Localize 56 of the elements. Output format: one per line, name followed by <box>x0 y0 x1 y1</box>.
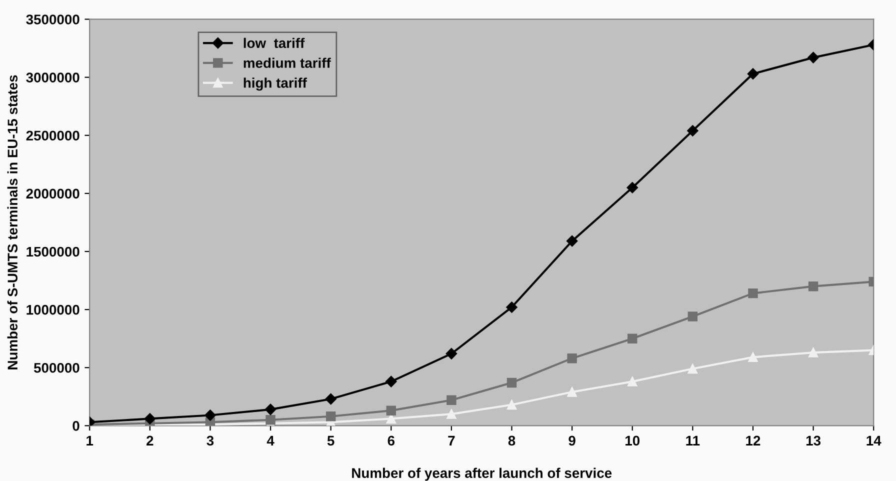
legend-label: low tariff <box>244 38 305 48</box>
point <box>747 68 759 80</box>
x-tick-label: 13 <box>806 436 821 446</box>
point <box>264 404 276 416</box>
y-axis-title: Number of S-UMTS terminals in EU-15 states <box>7 75 18 370</box>
legend-label: medium tariff <box>244 58 331 68</box>
point <box>626 182 638 194</box>
point <box>566 235 578 247</box>
point <box>506 378 517 388</box>
point <box>808 52 819 64</box>
x-tick-label: 6 <box>388 436 394 446</box>
y-tick-label: 2000000 <box>26 188 80 199</box>
point <box>688 312 698 322</box>
point <box>326 412 336 422</box>
point <box>446 395 456 405</box>
point <box>748 352 758 362</box>
point <box>567 353 577 364</box>
point <box>204 410 216 421</box>
point <box>687 125 698 136</box>
x-tick-label: 5 <box>327 436 334 446</box>
point <box>325 393 336 405</box>
x-tick-label: 9 <box>568 436 576 446</box>
x-tick-label: 4 <box>266 436 274 446</box>
x-tick-label: 2 <box>146 436 154 446</box>
point <box>266 415 276 425</box>
y-tick-label: 1500000 <box>26 246 80 257</box>
point <box>628 376 638 386</box>
x-tick-label: 8 <box>508 436 516 446</box>
y-tick-label: 0 <box>72 421 80 431</box>
x-tick-label: 1 <box>86 436 94 446</box>
x-tick-label: 14 <box>866 436 882 446</box>
x-axis-title: Number of years after launch of service <box>352 468 612 481</box>
point <box>567 387 577 397</box>
x-tick-label: 12 <box>746 436 760 446</box>
x-tick-label: 11 <box>686 436 700 446</box>
point <box>506 400 517 410</box>
y-tick-label: 2500000 <box>26 130 80 141</box>
point <box>808 348 818 358</box>
y-tick-label: 3500000 <box>26 14 80 24</box>
point <box>386 376 397 388</box>
point <box>506 302 518 313</box>
y-tick-label: 3000000 <box>26 72 80 82</box>
point <box>808 281 818 292</box>
point <box>446 409 456 419</box>
y-tick-label: 500000 <box>34 362 80 373</box>
x-tick-label: 10 <box>626 436 640 446</box>
legend-label: high tariff <box>244 78 307 91</box>
point <box>688 364 698 374</box>
point <box>386 406 396 416</box>
y-tick-label: 1000000 <box>26 304 80 315</box>
point <box>446 348 458 360</box>
point <box>144 413 156 424</box>
x-tick-label: 7 <box>448 436 455 446</box>
point <box>748 288 758 298</box>
point <box>628 334 638 344</box>
x-tick-label: 3 <box>206 436 214 446</box>
